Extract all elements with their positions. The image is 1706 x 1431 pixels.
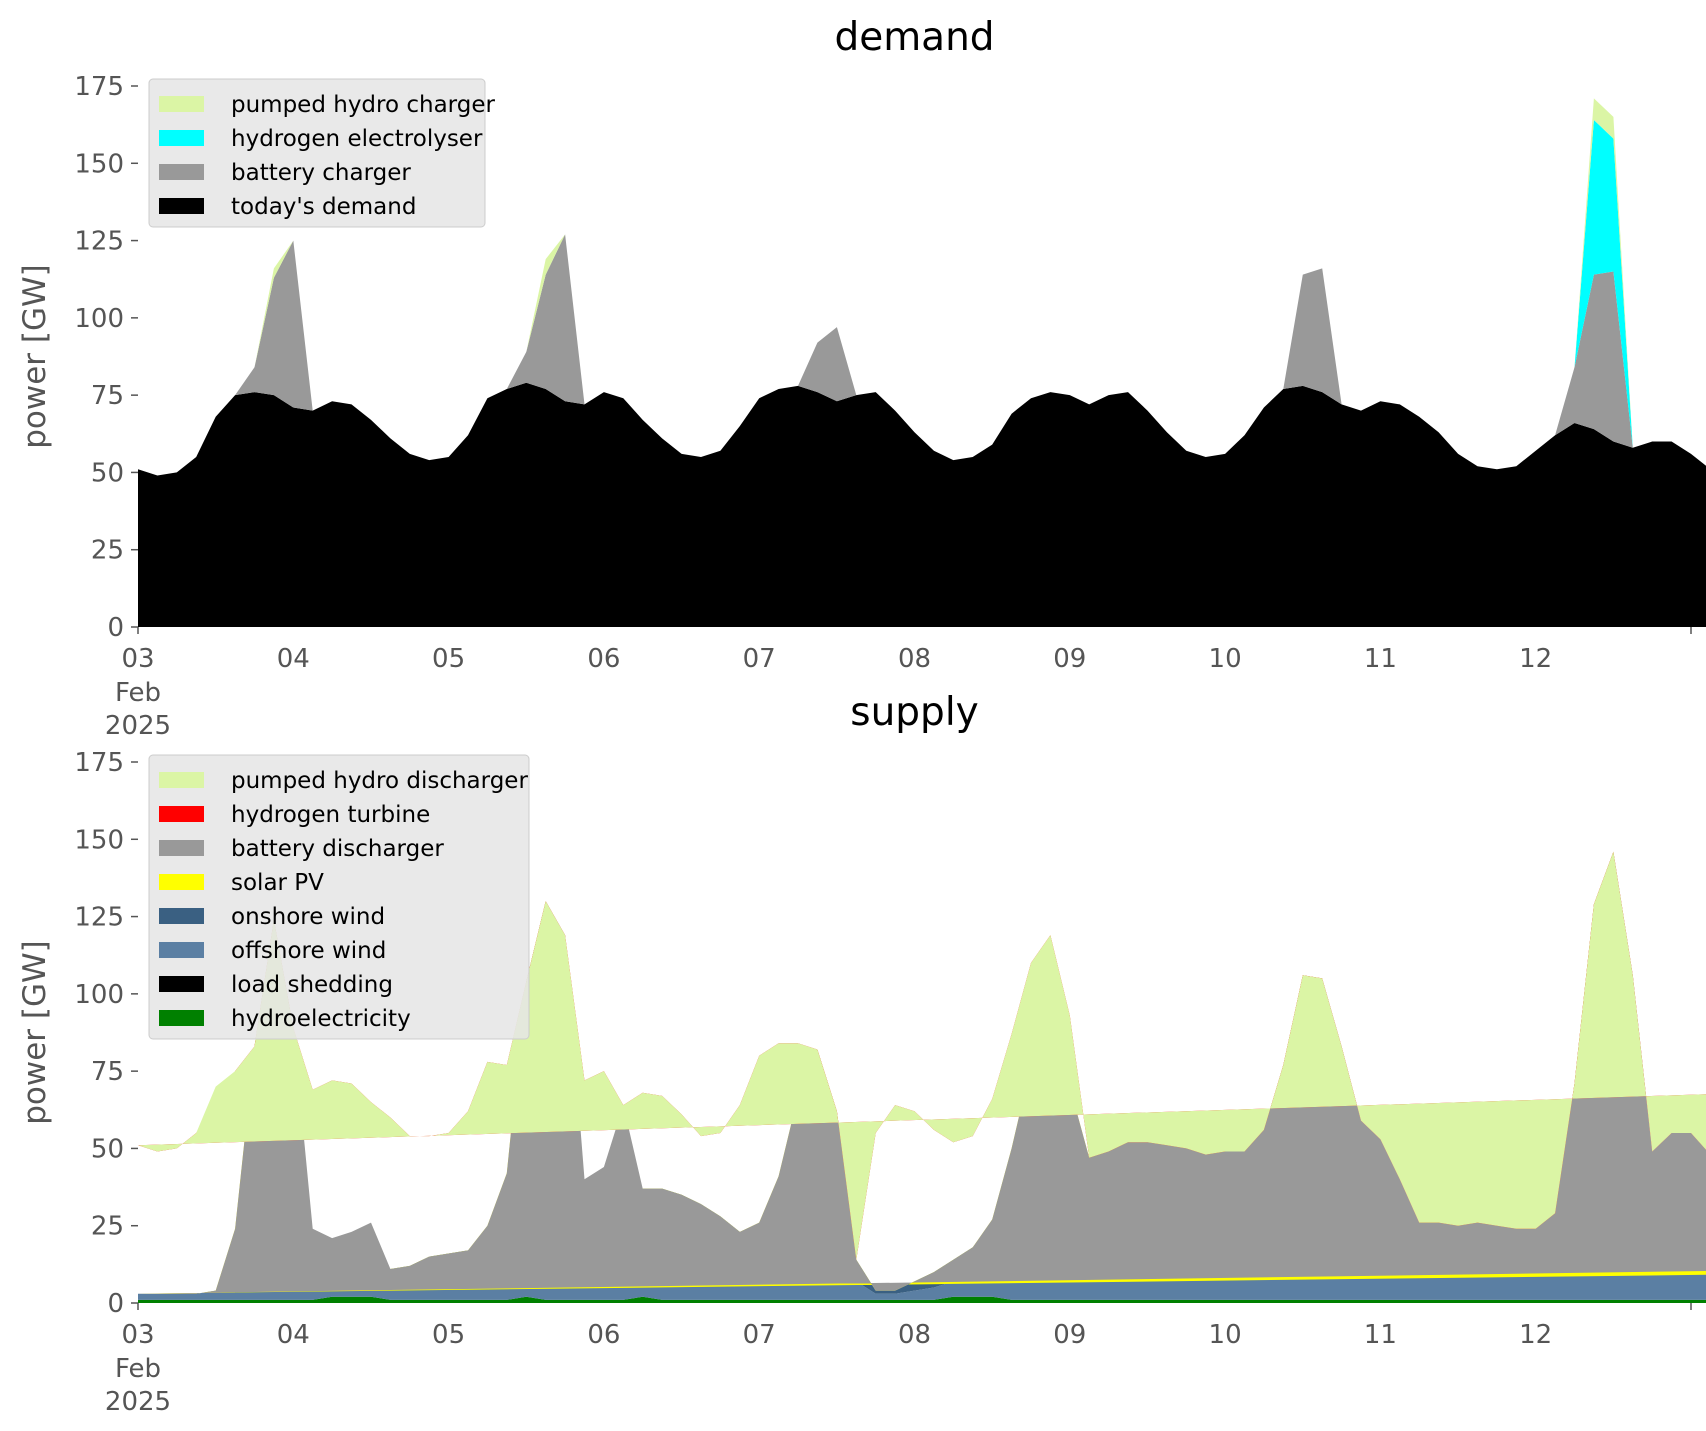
x-tick-label: 11	[1364, 1320, 1397, 1350]
y-tick-label: 75	[91, 381, 124, 411]
legend-label: battery charger	[231, 160, 411, 186]
y-tick-label: 0	[107, 613, 124, 643]
y-tick-label: 50	[91, 1134, 124, 1164]
x-tick-label: 09	[1053, 1320, 1086, 1350]
y-tick-label: 175	[74, 748, 124, 778]
y-tick-label: 150	[74, 825, 124, 855]
demand-panel: demand 0 25 50 75 100 125 150 175 power [GW] 03 Feb…	[17, 15, 1706, 741]
y-tick-label: 100	[74, 304, 124, 334]
legend-label: hydrogen electrolyser	[231, 126, 483, 152]
x-tick-label: 03	[121, 644, 154, 674]
legend-swatch	[159, 874, 204, 890]
legend-label: solar PV	[231, 870, 324, 896]
x-tick-label: 09	[1053, 644, 1086, 674]
legend-label: pumped hydro discharger	[231, 768, 528, 794]
x-tick-label: 07	[743, 1320, 776, 1350]
x-tick-label: 03	[121, 1320, 154, 1350]
legend-swatch	[159, 806, 204, 822]
y-axis: 0 25 50 75 100 125 150 175	[74, 72, 138, 643]
x-tick-label: 06	[587, 644, 620, 674]
area-today-s-demand	[138, 382, 1706, 627]
x-tick-label: 08	[898, 644, 931, 674]
legend-swatch	[159, 130, 204, 146]
x-tick-label: 07	[743, 644, 776, 674]
x-tick-sublabel: Feb	[115, 1354, 161, 1384]
legend-label: load shedding	[231, 972, 393, 998]
y-tick-label: 75	[91, 1057, 124, 1087]
x-tick-label: 04	[277, 1320, 310, 1350]
y-axis-label: power [GW]	[17, 264, 53, 449]
legend-box	[148, 754, 530, 1040]
area-series-group	[138, 851, 1706, 1303]
legend-swatch	[159, 976, 204, 992]
y-tick-label: 150	[74, 149, 124, 179]
x-tick-label: 10	[1209, 1320, 1242, 1350]
x-tick-label: 04	[277, 644, 310, 674]
x-tick-label: 10	[1209, 644, 1242, 674]
y-axis: 0 25 50 75 100 125 150 175	[74, 748, 138, 1319]
legend-label: hydrogen turbine	[231, 802, 430, 828]
legend-swatch	[159, 198, 204, 214]
x-tick-sublabel: 2025	[105, 1387, 171, 1417]
x-tick-sublabel: 2025	[105, 711, 171, 741]
legend-swatch	[159, 96, 204, 112]
legend-label: hydroelectricity	[231, 1006, 411, 1032]
supply-panel: supply 0 25 50 75 100 125 150 175 power [GW] 03 Feb…	[17, 690, 1706, 1417]
x-tick-label: 05	[432, 1320, 465, 1350]
legend-swatch	[159, 908, 204, 924]
legend-label: today's demand	[231, 194, 416, 220]
area-battery-charger	[138, 234, 1706, 476]
legend-label: pumped hydro charger	[231, 92, 495, 118]
x-tick-label: 05	[432, 644, 465, 674]
legend-label: offshore wind	[231, 938, 386, 964]
x-tick-label: 11	[1364, 644, 1397, 674]
y-tick-label: 125	[74, 227, 124, 257]
y-tick-label: 100	[74, 980, 124, 1010]
x-tick-label: 12	[1519, 1320, 1552, 1350]
x-tick-sublabel: Feb	[115, 678, 161, 708]
y-tick-label: 50	[91, 458, 124, 488]
legend-swatch	[159, 942, 204, 958]
y-axis-label: power [GW]	[17, 940, 53, 1125]
y-tick-label: 25	[91, 1212, 124, 1242]
x-tick-label: 06	[587, 1320, 620, 1350]
legend-label: onshore wind	[231, 904, 385, 930]
area-series-group	[138, 98, 1706, 627]
x-tick-label: 12	[1519, 644, 1552, 674]
legend-swatch	[159, 840, 204, 856]
y-tick-label: 125	[74, 903, 124, 933]
legend-label: battery discharger	[231, 836, 444, 862]
y-tick-label: 0	[107, 1289, 124, 1319]
x-tick-label: 08	[898, 1320, 931, 1350]
area-battery-discharger	[138, 851, 1706, 1294]
legend-swatch	[159, 164, 204, 180]
chart-title: demand	[834, 15, 994, 60]
legend: pumped hydro discharger hydrogen turbine b…	[148, 754, 530, 1040]
y-tick-label: 175	[74, 72, 124, 102]
legend-swatch	[159, 1010, 204, 1026]
legend-swatch	[159, 772, 204, 788]
legend: pumped hydro charger hydrogen electrolyse…	[148, 78, 495, 228]
chart-title: supply	[850, 690, 978, 735]
y-tick-label: 25	[91, 536, 124, 566]
legend-box	[148, 78, 486, 228]
